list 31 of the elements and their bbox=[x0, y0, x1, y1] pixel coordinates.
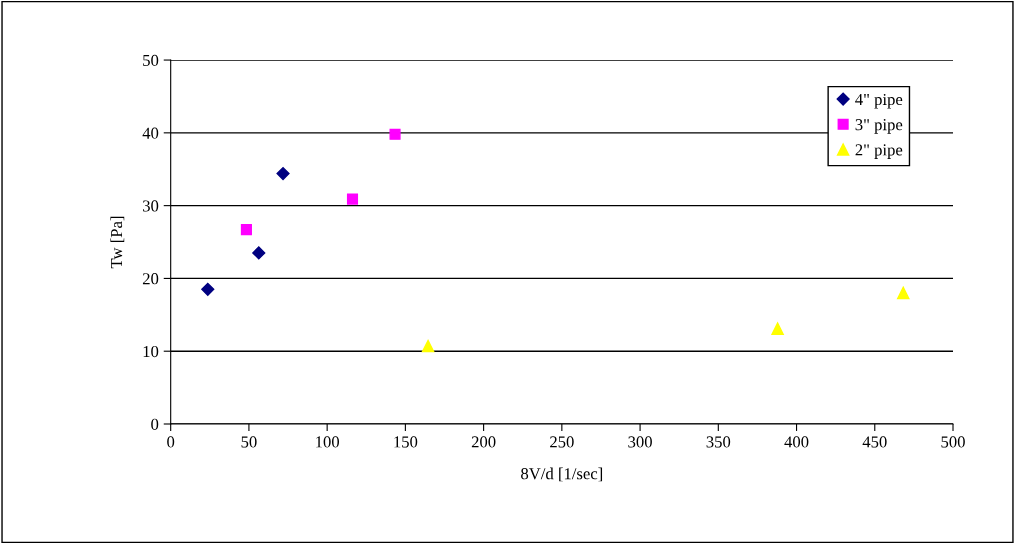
point bbox=[346, 193, 359, 205]
legend-label: 4" pipe bbox=[855, 93, 903, 109]
y-tick-label: 0 bbox=[151, 418, 159, 430]
x-tick-label: 100 bbox=[316, 436, 340, 448]
y-tick-label: 20 bbox=[142, 273, 159, 285]
x-tick-label: 450 bbox=[862, 436, 887, 448]
x-tick-label: 500 bbox=[941, 436, 965, 448]
y-tick-label: 30 bbox=[143, 200, 159, 212]
x-tick-label: 300 bbox=[628, 436, 652, 448]
x-tick-label: 150 bbox=[394, 436, 418, 448]
x-axis-title: 8V/d [1/sec] bbox=[521, 467, 603, 482]
point bbox=[201, 282, 215, 296]
x-tick-label: 400 bbox=[784, 436, 809, 448]
point bbox=[252, 246, 266, 260]
x-tick-label: 0 bbox=[167, 436, 175, 448]
y-tick-label: 40 bbox=[142, 127, 159, 139]
x-tick-label: 50 bbox=[241, 436, 257, 448]
point bbox=[240, 224, 252, 236]
point bbox=[897, 286, 910, 300]
y-tick-label: 50 bbox=[143, 54, 159, 66]
x-tick-label: 250 bbox=[550, 436, 574, 448]
point bbox=[276, 167, 290, 181]
legend-label: 3" pipe bbox=[855, 119, 903, 134]
point bbox=[771, 322, 784, 335]
x-tick-label: 200 bbox=[471, 436, 496, 448]
x-tick-label: 350 bbox=[706, 436, 731, 448]
legend-label: 2" pipe bbox=[855, 144, 903, 159]
point bbox=[421, 339, 435, 353]
y-tick-label: 10 bbox=[143, 345, 159, 358]
y-axis-title: Tw [Pa] bbox=[110, 216, 125, 269]
point bbox=[389, 128, 401, 140]
